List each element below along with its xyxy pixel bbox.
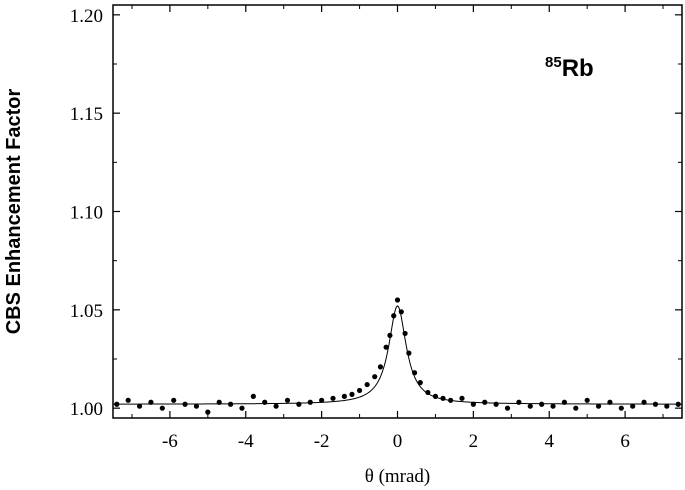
data-point: [296, 401, 302, 407]
y-tick-label: 1.10: [70, 203, 103, 224]
y-axis-ticks: 1.00 1.05 1.10 1.15 1.20: [70, 6, 682, 420]
data-point: [205, 409, 211, 415]
data-point: [448, 397, 454, 403]
data-point: [516, 399, 522, 405]
data-point: [216, 399, 222, 405]
data-point: [394, 297, 401, 303]
data-point: [527, 403, 533, 409]
data-point: [641, 399, 647, 405]
data-point: [398, 309, 404, 315]
data-point: [432, 393, 439, 399]
data-point: [193, 403, 200, 409]
x-tick-label: 4: [544, 431, 554, 452]
data-point: [573, 405, 579, 411]
data-point: [364, 381, 370, 388]
data-point: [561, 399, 568, 405]
data-point: [618, 405, 624, 411]
data-point: [349, 391, 355, 397]
data-point: [652, 401, 659, 407]
y-tick-label: 1.00: [70, 399, 103, 420]
fit-curve-layer: [113, 305, 682, 405]
data-point: [284, 397, 291, 403]
data-point: [387, 332, 393, 338]
data-point: [493, 401, 499, 407]
data-point: [159, 405, 165, 411]
x-tick-label: -6: [162, 431, 178, 452]
data-point: [372, 374, 378, 380]
data-point: [182, 401, 188, 407]
x-axis-ticks: -6 -4 -2 0 2 4 6: [131, 5, 664, 452]
data-point: [595, 403, 602, 409]
data-point: [411, 370, 418, 376]
data-point: [406, 350, 412, 356]
data-point: [250, 393, 256, 399]
data-point: [402, 330, 408, 337]
data-point: [482, 399, 488, 405]
x-tick-label: 2: [469, 431, 479, 452]
y-tick-label: 1.20: [70, 6, 103, 27]
data-point: [330, 395, 336, 401]
data-point: [262, 399, 268, 405]
data-point: [607, 399, 613, 405]
isotope-symbol: Rb: [562, 55, 594, 82]
data-point: [227, 401, 234, 407]
data-point: [171, 397, 177, 403]
x-tick-label: 0: [393, 431, 403, 452]
data-point: [377, 364, 384, 370]
data-point: [307, 399, 313, 405]
fit-curve: [113, 305, 682, 405]
data-point: [440, 395, 446, 401]
data-point: [341, 393, 347, 399]
data-point: [273, 403, 279, 409]
data-point: [459, 395, 465, 401]
data-point: [539, 401, 545, 407]
data-point: [319, 397, 325, 403]
data-point: [125, 397, 131, 403]
x-tick-label: 6: [620, 431, 630, 452]
data-point: [504, 405, 511, 411]
data-point: [550, 403, 556, 409]
data-point: [239, 405, 245, 411]
data-points-layer: [114, 297, 681, 415]
data-point: [148, 399, 154, 405]
data-point: [630, 403, 636, 409]
x-tick-label: -4: [238, 431, 254, 452]
data-point: [664, 403, 670, 409]
data-point: [417, 380, 423, 386]
data-point: [136, 403, 143, 409]
y-axis-title: CBS Enhancement Factor: [3, 88, 25, 334]
data-point: [675, 401, 681, 407]
y-tick-label: 1.15: [70, 104, 103, 125]
data-point: [383, 344, 389, 350]
data-point: [584, 397, 590, 403]
data-point: [391, 313, 397, 319]
isotope-annotation: 85Rb: [545, 54, 594, 82]
x-tick-label: -2: [314, 431, 330, 452]
isotope-mass-number: 85: [545, 54, 562, 71]
x-axis-title: θ (mrad): [365, 466, 431, 487]
data-point: [425, 389, 431, 396]
data-point: [470, 401, 476, 407]
data-point: [356, 387, 363, 394]
plot-frame: [112, 4, 683, 419]
data-point: [114, 401, 120, 407]
y-tick-label: 1.05: [70, 301, 103, 322]
